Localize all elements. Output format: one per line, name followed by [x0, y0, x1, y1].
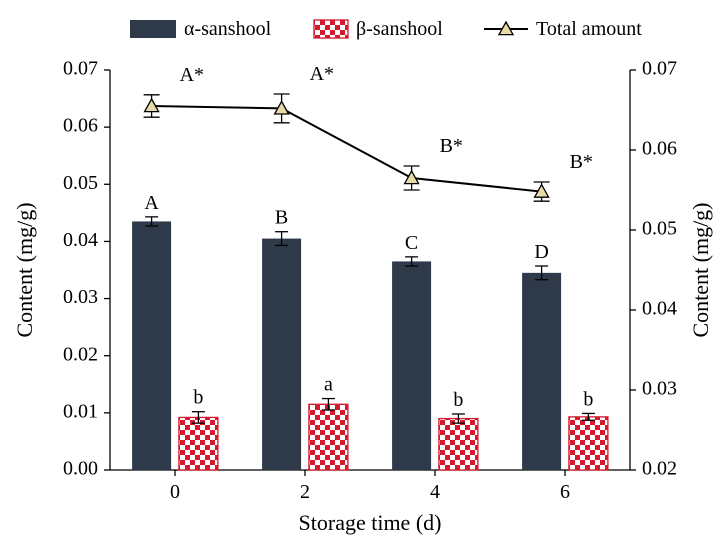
svg-text:0.03: 0.03: [642, 378, 677, 400]
svg-text:Total amount: Total amount: [536, 18, 642, 40]
svg-text:0.04: 0.04: [63, 229, 98, 251]
svg-text:a: a: [324, 374, 333, 396]
svg-text:0.06: 0.06: [63, 115, 98, 137]
svg-text:A*: A*: [180, 64, 204, 86]
svg-text:0: 0: [170, 481, 180, 503]
svg-text:b: b: [453, 389, 463, 411]
svg-text:B*: B*: [440, 135, 463, 157]
svg-text:0.02: 0.02: [642, 458, 677, 480]
svg-text:β-sanshool: β-sanshool: [356, 18, 443, 40]
svg-text:b: b: [193, 387, 203, 409]
svg-text:0.05: 0.05: [63, 172, 98, 194]
svg-text:4: 4: [430, 481, 440, 503]
svg-text:2: 2: [300, 481, 310, 503]
svg-text:D: D: [534, 241, 548, 263]
svg-text:0.05: 0.05: [642, 218, 677, 240]
svg-text:0.03: 0.03: [63, 286, 98, 308]
svg-text:Content (mg/g): Content (mg/g): [12, 202, 37, 337]
chart-svg: 0.00 0.01 0.02 0.03 0.04 0.05 0.06 0.07 Content …: [0, 0, 728, 559]
svg-text:0.07: 0.07: [642, 58, 677, 80]
svg-text:C: C: [405, 232, 418, 254]
svg-text:0.07: 0.07: [63, 58, 98, 80]
svg-text:0.01: 0.01: [63, 400, 98, 422]
svg-text:A: A: [144, 192, 159, 214]
svg-text:B: B: [275, 207, 288, 229]
chart-root: 0.00 0.01 0.02 0.03 0.04 0.05 0.06 0.07 Content …: [0, 0, 728, 559]
svg-text:α-sanshool: α-sanshool: [184, 18, 272, 40]
svg-text:0.06: 0.06: [642, 138, 677, 160]
svg-text:6: 6: [560, 481, 570, 503]
svg-text:B*: B*: [570, 151, 593, 173]
svg-text:0.00: 0.00: [63, 458, 98, 480]
svg-text:A*: A*: [310, 63, 334, 85]
svg-text:0.02: 0.02: [63, 343, 98, 365]
svg-text:Storage time (d): Storage time (d): [299, 510, 442, 535]
svg-text:b: b: [583, 388, 593, 410]
svg-text:Content (mg/g): Content (mg/g): [688, 202, 713, 337]
svg-text:0.04: 0.04: [642, 298, 677, 320]
